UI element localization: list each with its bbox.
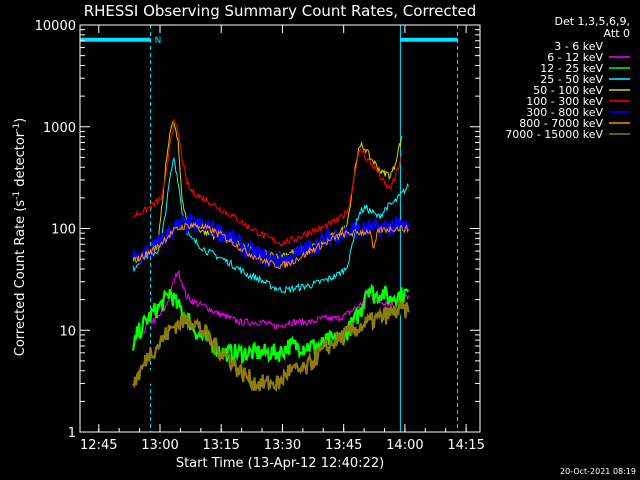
y-axis-label: Corrected Count Rate (s-1 detector-1)	[12, 118, 28, 356]
legend-label: 7000 - 15000 keV	[505, 128, 603, 141]
legend-label: 50 - 100 keV	[533, 84, 603, 97]
legend-label: 12 - 25 keV	[540, 62, 603, 75]
series-line-6-12keV	[132, 269, 410, 340]
series-line-7000-15000keV	[132, 299, 410, 393]
plot-area: N 12:45 13:00 13:15 13:30 13:45 14:00 14:15 1 10 1…	[35, 19, 485, 453]
series-line-300-800keV	[132, 212, 410, 270]
x-tick-label: 13:45	[325, 438, 362, 453]
y-tick-label: 1	[68, 426, 76, 441]
series-line-25-50keV	[132, 156, 410, 295]
legend-label: 3 - 6 keV	[554, 40, 603, 53]
x-tick-label: 14:15	[447, 438, 484, 453]
series-line-12-25keV	[132, 283, 410, 366]
series-line-800-7000keV	[132, 222, 410, 270]
legend-label: 100 - 300 keV	[526, 95, 603, 108]
y-tick-label: 1000	[43, 121, 76, 136]
x-tick-label: 13:15	[202, 438, 239, 453]
y-tick-label: 100	[51, 223, 76, 238]
night-marker-label: N	[155, 36, 162, 46]
series-line-50-100keV	[132, 121, 403, 262]
legend-label: 25 - 50 keV	[540, 73, 603, 86]
series-line-100-300keV	[132, 118, 403, 247]
y-tick-label: 10	[59, 324, 76, 339]
legend-header: Att 0	[604, 27, 630, 40]
x-tick-label: 14:00	[386, 438, 423, 453]
x-tick-label: 13:30	[264, 438, 301, 453]
footer-date: 20-Oct-2021 08:19	[560, 467, 636, 476]
x-axis-label: Start Time (13-Apr-12 12:40:22)	[176, 456, 384, 471]
legend-label: 300 - 800 keV	[526, 106, 603, 119]
chart-title: RHESSI Observing Summary Count Rates, Co…	[84, 2, 477, 20]
legend-label: 6 - 12 keV	[547, 51, 603, 64]
legend-header: Det 1,3,5,6,9,	[554, 15, 630, 28]
y-tick-label: 10000	[35, 19, 76, 34]
legend-label: 800 - 7000 keV	[519, 117, 603, 130]
x-tick-label: 12:45	[80, 438, 117, 453]
x-tick-label: 13:00	[141, 438, 178, 453]
